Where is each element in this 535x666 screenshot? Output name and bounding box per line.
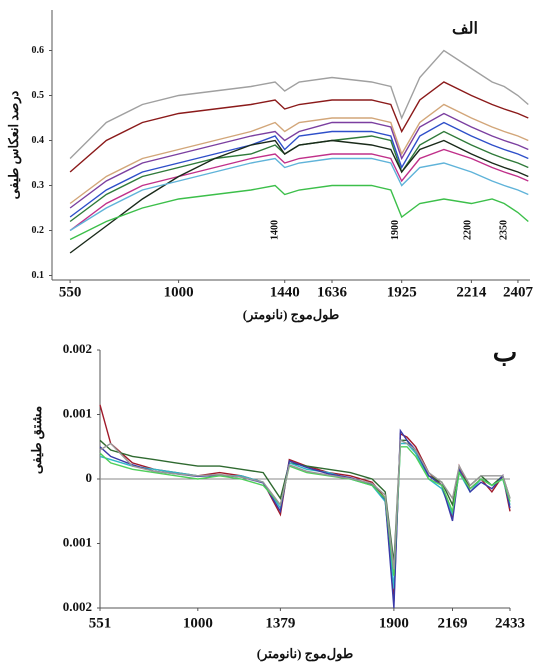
x-tick-label: 1000 [183,615,213,631]
series-line [69,148,529,232]
series-line [99,428,511,609]
x-tick-label: 2169 [437,615,467,631]
x-tick-label: 1379 [265,615,295,631]
y-tick-label: 0.4 [32,135,45,146]
chart-title: ب [493,338,517,367]
x-tick-label: 2407 [503,284,534,300]
band-annotation: 1400 [269,220,280,240]
x-tick-label: 1925 [387,284,417,300]
y-tick-label: 0.001 [63,405,92,420]
x-tick-label: 1440 [270,284,300,300]
y-tick-label: 0.002 [63,599,92,614]
x-axis-title: طول‌موج (نانومتر) [257,646,353,662]
y-tick-label: 0.1 [32,270,45,281]
series-line [99,439,511,570]
series-line [99,446,511,576]
series-line [69,184,529,241]
band-annotation: 2350 [498,220,509,240]
series-line [69,121,529,218]
x-tick-label: 1900 [379,615,409,631]
series-line [69,130,529,223]
y-axis-title: مشتق طیفی [29,406,45,474]
x-tick-label: 1000 [164,284,194,300]
series-line [69,81,529,173]
y-tick-label: 0.001 [63,534,92,549]
y-axis-title: درصد انعکاس طیفی [6,90,22,199]
x-tick-label: 1636 [317,284,348,300]
y-tick-label: 0 [86,470,93,485]
x-tick-label: 2214 [456,284,487,300]
band-annotation: 1900 [390,220,401,240]
x-tick-label: 551 [89,615,112,631]
y-tick-label: 0.3 [32,180,45,191]
series-line [69,49,529,159]
x-axis-title: طول‌موج (نانومتر) [243,307,339,323]
x-tick-label: 2433 [495,615,525,631]
y-tick-label: 0.5 [32,90,45,101]
y-tick-label: 0.002 [63,341,92,356]
series-line [69,139,529,254]
series-line [69,112,529,209]
series-line [69,157,529,232]
x-tick-label: 550 [59,284,82,300]
chart-title: الف [452,21,478,38]
series-line [69,103,529,205]
y-tick-label: 0.6 [32,45,45,56]
band-annotation: 2200 [462,220,473,240]
y-tick-label: 0.2 [32,225,45,236]
